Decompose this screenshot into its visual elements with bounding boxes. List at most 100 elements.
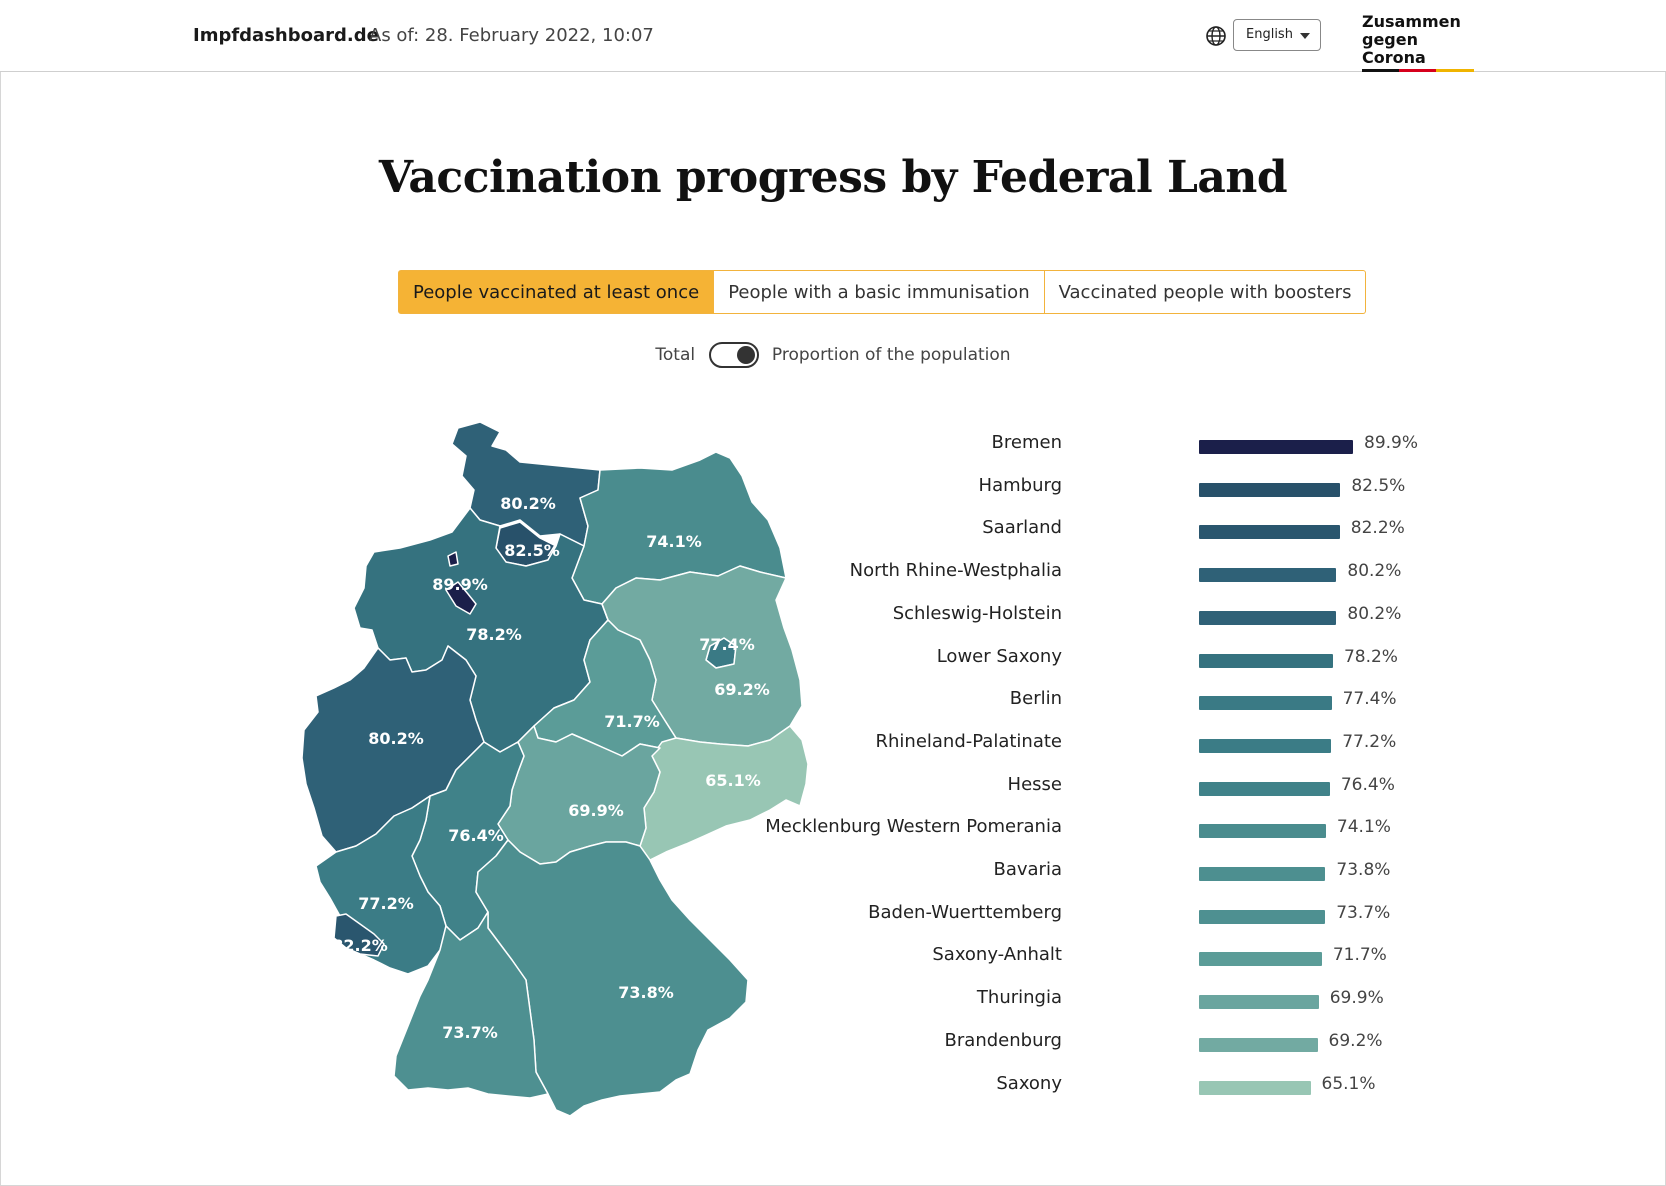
bar-value-label: 78.2% <box>1343 646 1398 667</box>
map-label-schleswig-holstein: 80.2% <box>500 494 556 513</box>
map-label-baden-wuerttemberg: 73.7% <box>442 1023 498 1042</box>
language-select-value: English <box>1246 27 1293 42</box>
map-label-berlin: 77.4% <box>699 635 755 654</box>
bar[interactable] <box>1199 1037 1318 1052</box>
bar-value-label: 74.1% <box>1336 817 1391 838</box>
germany-map: 80.2% 82.5% 89.9% 74.1% 78.2% 77.4% 69.2… <box>301 421 809 1117</box>
map-label-lower-saxony: 78.2% <box>466 625 522 644</box>
map-label-mecklenburg: 74.1% <box>646 532 702 551</box>
bar-row: Saxony 65.1% <box>880 1071 1440 1114</box>
bar-label: Berlin <box>1009 688 1062 710</box>
bar[interactable] <box>1199 867 1326 881</box>
bar-row: Baden-Wuerttemberg 73.7% <box>868 900 1440 943</box>
page-title: Vaccination progress by Federal Land <box>378 152 1288 203</box>
bar-label: Schleswig-Holstein <box>892 602 1062 624</box>
bar[interactable] <box>1199 653 1333 668</box>
zusammen-gegen-corona-logo[interactable]: Zusammen gegen Corona <box>1362 13 1474 72</box>
globe-icon <box>1206 26 1226 46</box>
bar[interactable] <box>1199 568 1337 583</box>
bar-label: Thuringia <box>976 987 1062 1009</box>
bar-value-label: 82.5% <box>1351 475 1406 496</box>
metric-tabs: People vaccinated at least once People w… <box>398 270 1367 314</box>
bar[interactable] <box>1199 440 1353 454</box>
bar-label: Rhineland-Palatinate <box>875 730 1063 752</box>
map-region-saarland[interactable] <box>333 913 385 957</box>
map-region-saxony[interactable] <box>639 725 809 861</box>
bar-value-label: 76.4% <box>1340 774 1395 795</box>
map-label-bavaria: 73.8% <box>618 983 674 1002</box>
bar-label: Bavaria <box>993 859 1063 880</box>
bar-row: Saarland 82.2% <box>880 515 1440 558</box>
map-label-nrw: 80.2% <box>368 729 424 748</box>
map-label-hamburg: 82.5% <box>504 541 560 560</box>
bar-row: Hamburg 82.5% <box>880 473 1440 516</box>
map-label-bremen: 89.9% <box>432 575 488 594</box>
as-of-timestamp: As of: 28. February 2022, 10:07 <box>369 25 654 46</box>
bar-label: Brandenburg <box>944 1029 1062 1051</box>
map-label-rhineland-palatinate: 77.2% <box>358 894 414 913</box>
map-label-saxony: 65.1% <box>705 771 761 790</box>
bar-value-label: 73.7% <box>1336 902 1391 923</box>
bar[interactable] <box>1199 610 1337 625</box>
bar-value-label: 65.1% <box>1321 1073 1376 1094</box>
bar[interactable] <box>1199 696 1332 711</box>
bar-row: Mecklenburg Western Pomerania 74.1% <box>765 814 1440 857</box>
bar-row: Bremen 89.9% <box>880 430 1440 473</box>
bar-row: Saxony-Anhalt 71.7% <box>880 942 1440 985</box>
map-label-saxony-anhalt: 71.7% <box>604 712 660 731</box>
bar-value-label: 73.8% <box>1336 860 1391 880</box>
bar-label: Lower Saxony <box>936 645 1062 667</box>
bar-row: North Rhine-Westphalia 80.2% <box>850 558 1440 601</box>
toggle-label-total: Total <box>655 345 696 365</box>
bar-value-label: 77.2% <box>1342 731 1397 752</box>
bar-row: Thuringia 69.9% <box>880 985 1440 1028</box>
map-label-saarland: 82.2% <box>332 936 388 955</box>
toggle-knob <box>736 346 755 364</box>
map-region-bremen[interactable] <box>445 581 477 615</box>
map-label-thuringia: 69.9% <box>568 801 624 820</box>
bar[interactable] <box>1199 482 1341 497</box>
bar-label: Baden-Wuerttemberg <box>868 901 1062 923</box>
toggle-label-proportion: Proportion of the population <box>771 345 1011 365</box>
bar-label: Mecklenburg Western Pomerania <box>765 816 1062 838</box>
display-toggle-row: Total Proportion of the population <box>0 342 1666 368</box>
bar-value-label: 71.7% <box>1332 945 1387 966</box>
logo-line-2: gegen Corona <box>1362 30 1426 67</box>
language-select[interactable]: English <box>1233 19 1321 51</box>
bar-label: Bremen <box>991 432 1062 453</box>
bar-value-label: 82.2% <box>1350 518 1405 539</box>
total-proportion-toggle[interactable] <box>708 342 759 368</box>
map-label-hesse: 76.4% <box>448 826 504 845</box>
bar[interactable] <box>1199 525 1340 540</box>
map-region-bremerhaven[interactable] <box>447 551 459 567</box>
bar[interactable] <box>1199 952 1322 967</box>
tab-basic-immunisation[interactable]: People with a basic immunisation <box>714 270 1045 314</box>
top-header: Impfdashboard.de As of: 28. February 202… <box>0 0 1666 72</box>
bar-value-label: 89.9% <box>1364 433 1419 453</box>
bar-row: Lower Saxony 78.2% <box>880 644 1440 687</box>
tab-vaccinated-once[interactable]: People vaccinated at least once <box>398 270 715 314</box>
bar-value-label: 80.2% <box>1347 561 1402 582</box>
bar[interactable] <box>1199 995 1319 1010</box>
bar-row: Berlin 77.4% <box>880 686 1440 729</box>
bar[interactable] <box>1199 781 1330 796</box>
bar-label: Saarland <box>982 517 1062 539</box>
map-region-baden-wuerttemberg[interactable] <box>393 911 549 1099</box>
tab-boosters[interactable]: Vaccinated people with boosters <box>1044 270 1367 314</box>
map-region-thuringia[interactable] <box>497 725 661 865</box>
bar-value-label: 69.2% <box>1328 1030 1383 1051</box>
bar-row: Rhineland-Palatinate 77.2% <box>876 729 1440 772</box>
map-label-brandenburg: 69.2% <box>714 680 770 699</box>
bar-row: Hesse 76.4% <box>880 772 1440 815</box>
brand-link[interactable]: Impfdashboard.de <box>193 25 379 46</box>
bar-row: Bavaria 73.8% <box>880 857 1440 900</box>
bar-value-label: 77.4% <box>1342 689 1397 710</box>
logo-line-1: Zusammen <box>1362 12 1461 31</box>
chevron-down-icon <box>1300 33 1310 39</box>
bar-value-label: 69.9% <box>1329 988 1384 1009</box>
bar-label: Hamburg <box>978 474 1062 496</box>
bar[interactable] <box>1199 1080 1311 1095</box>
bar[interactable] <box>1199 909 1326 924</box>
bar[interactable] <box>1199 738 1332 753</box>
bar[interactable] <box>1199 824 1326 839</box>
